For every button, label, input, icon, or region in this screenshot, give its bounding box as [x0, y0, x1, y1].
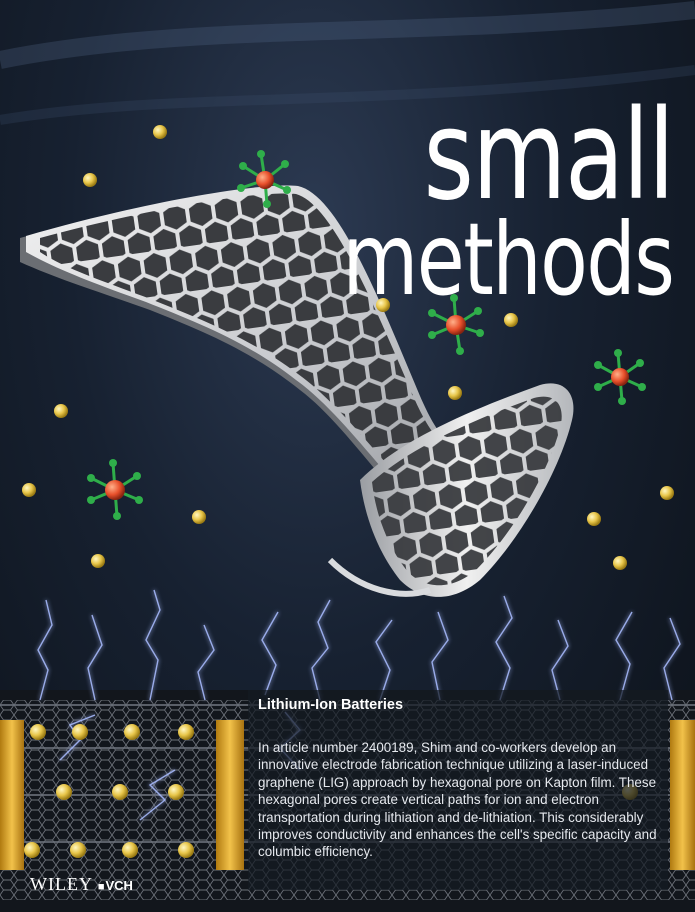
- molecule: [87, 459, 143, 520]
- article-info-panel: [248, 690, 668, 890]
- molecule: [428, 294, 484, 355]
- current-collector-middle: [216, 720, 244, 870]
- article-summary: In article number 2400189, Shim and co-w…: [258, 740, 657, 860]
- publisher-separator: ■: [97, 881, 106, 893]
- article-heading: Lithium-Ion Batteries: [258, 697, 404, 713]
- publisher-logo: WILEY ■VCH: [30, 874, 133, 895]
- background-streaks: [0, 1, 695, 125]
- molecule: [594, 349, 646, 405]
- hexagonal-pore-sheet: [20, 185, 574, 597]
- publisher-sub: VCH: [105, 878, 133, 893]
- publisher-name: WILEY: [30, 874, 93, 894]
- floating-ions: [22, 125, 674, 570]
- molecules: [87, 150, 646, 520]
- journal-title-methods: methods: [342, 201, 675, 318]
- electric-sparks: [37, 589, 681, 821]
- molecule: [237, 150, 291, 208]
- current-collector-left: [0, 720, 24, 870]
- electrode-ions: [24, 724, 638, 858]
- journal-title-small: small: [423, 84, 674, 228]
- current-collector-right: [670, 720, 695, 870]
